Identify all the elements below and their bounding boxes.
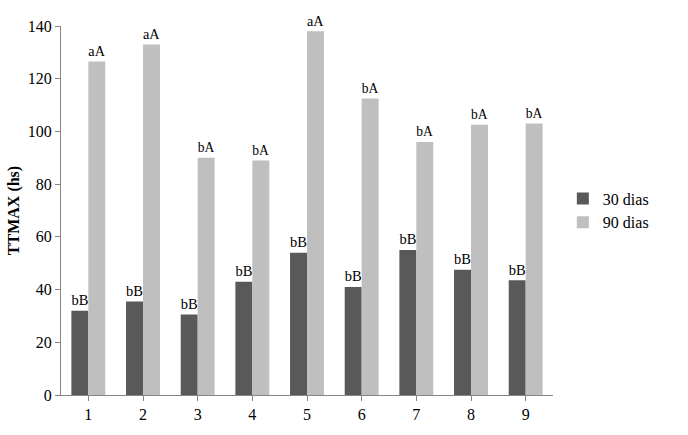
svg-text:bA: bA — [526, 106, 543, 121]
svg-text:bB: bB — [235, 263, 252, 279]
svg-text:bB: bB — [181, 296, 198, 312]
svg-text:120: 120 — [28, 70, 52, 87]
svg-text:bB: bB — [345, 268, 362, 284]
svg-text:bB: bB — [454, 251, 471, 267]
svg-text:TTMAX (hs): TTMAX (hs) — [5, 166, 23, 255]
svg-text:80: 80 — [36, 176, 52, 193]
svg-text:bB: bB — [71, 292, 88, 308]
svg-text:bB: bB — [290, 234, 307, 250]
svg-text:bA: bA — [252, 143, 269, 158]
svg-text:bA: bA — [198, 140, 215, 155]
svg-text:9: 9 — [522, 406, 530, 423]
svg-text:3: 3 — [194, 406, 202, 423]
svg-text:aA: aA — [307, 13, 324, 29]
svg-text:0: 0 — [44, 387, 52, 404]
svg-text:7: 7 — [412, 406, 420, 423]
svg-text:140: 140 — [28, 18, 52, 35]
svg-text:6: 6 — [358, 406, 366, 423]
svg-text:90 dias: 90 dias — [603, 214, 649, 231]
svg-text:8: 8 — [467, 406, 475, 423]
svg-text:30 dias: 30 dias — [603, 191, 649, 208]
svg-text:bA: bA — [362, 81, 379, 96]
svg-text:5: 5 — [303, 406, 311, 423]
svg-text:20: 20 — [36, 334, 52, 351]
svg-text:1: 1 — [84, 406, 92, 423]
svg-text:bB: bB — [399, 231, 416, 247]
svg-text:bA: bA — [471, 107, 488, 122]
svg-text:2: 2 — [139, 406, 147, 423]
svg-text:4: 4 — [248, 406, 256, 423]
svg-text:bB: bB — [509, 262, 526, 278]
svg-text:60: 60 — [36, 228, 52, 245]
svg-text:bA: bA — [416, 124, 433, 139]
svg-text:40: 40 — [36, 281, 52, 298]
svg-text:aA: aA — [88, 43, 105, 59]
svg-text:bB: bB — [126, 283, 143, 299]
svg-text:aA: aA — [143, 26, 160, 42]
svg-text:100: 100 — [28, 123, 52, 140]
